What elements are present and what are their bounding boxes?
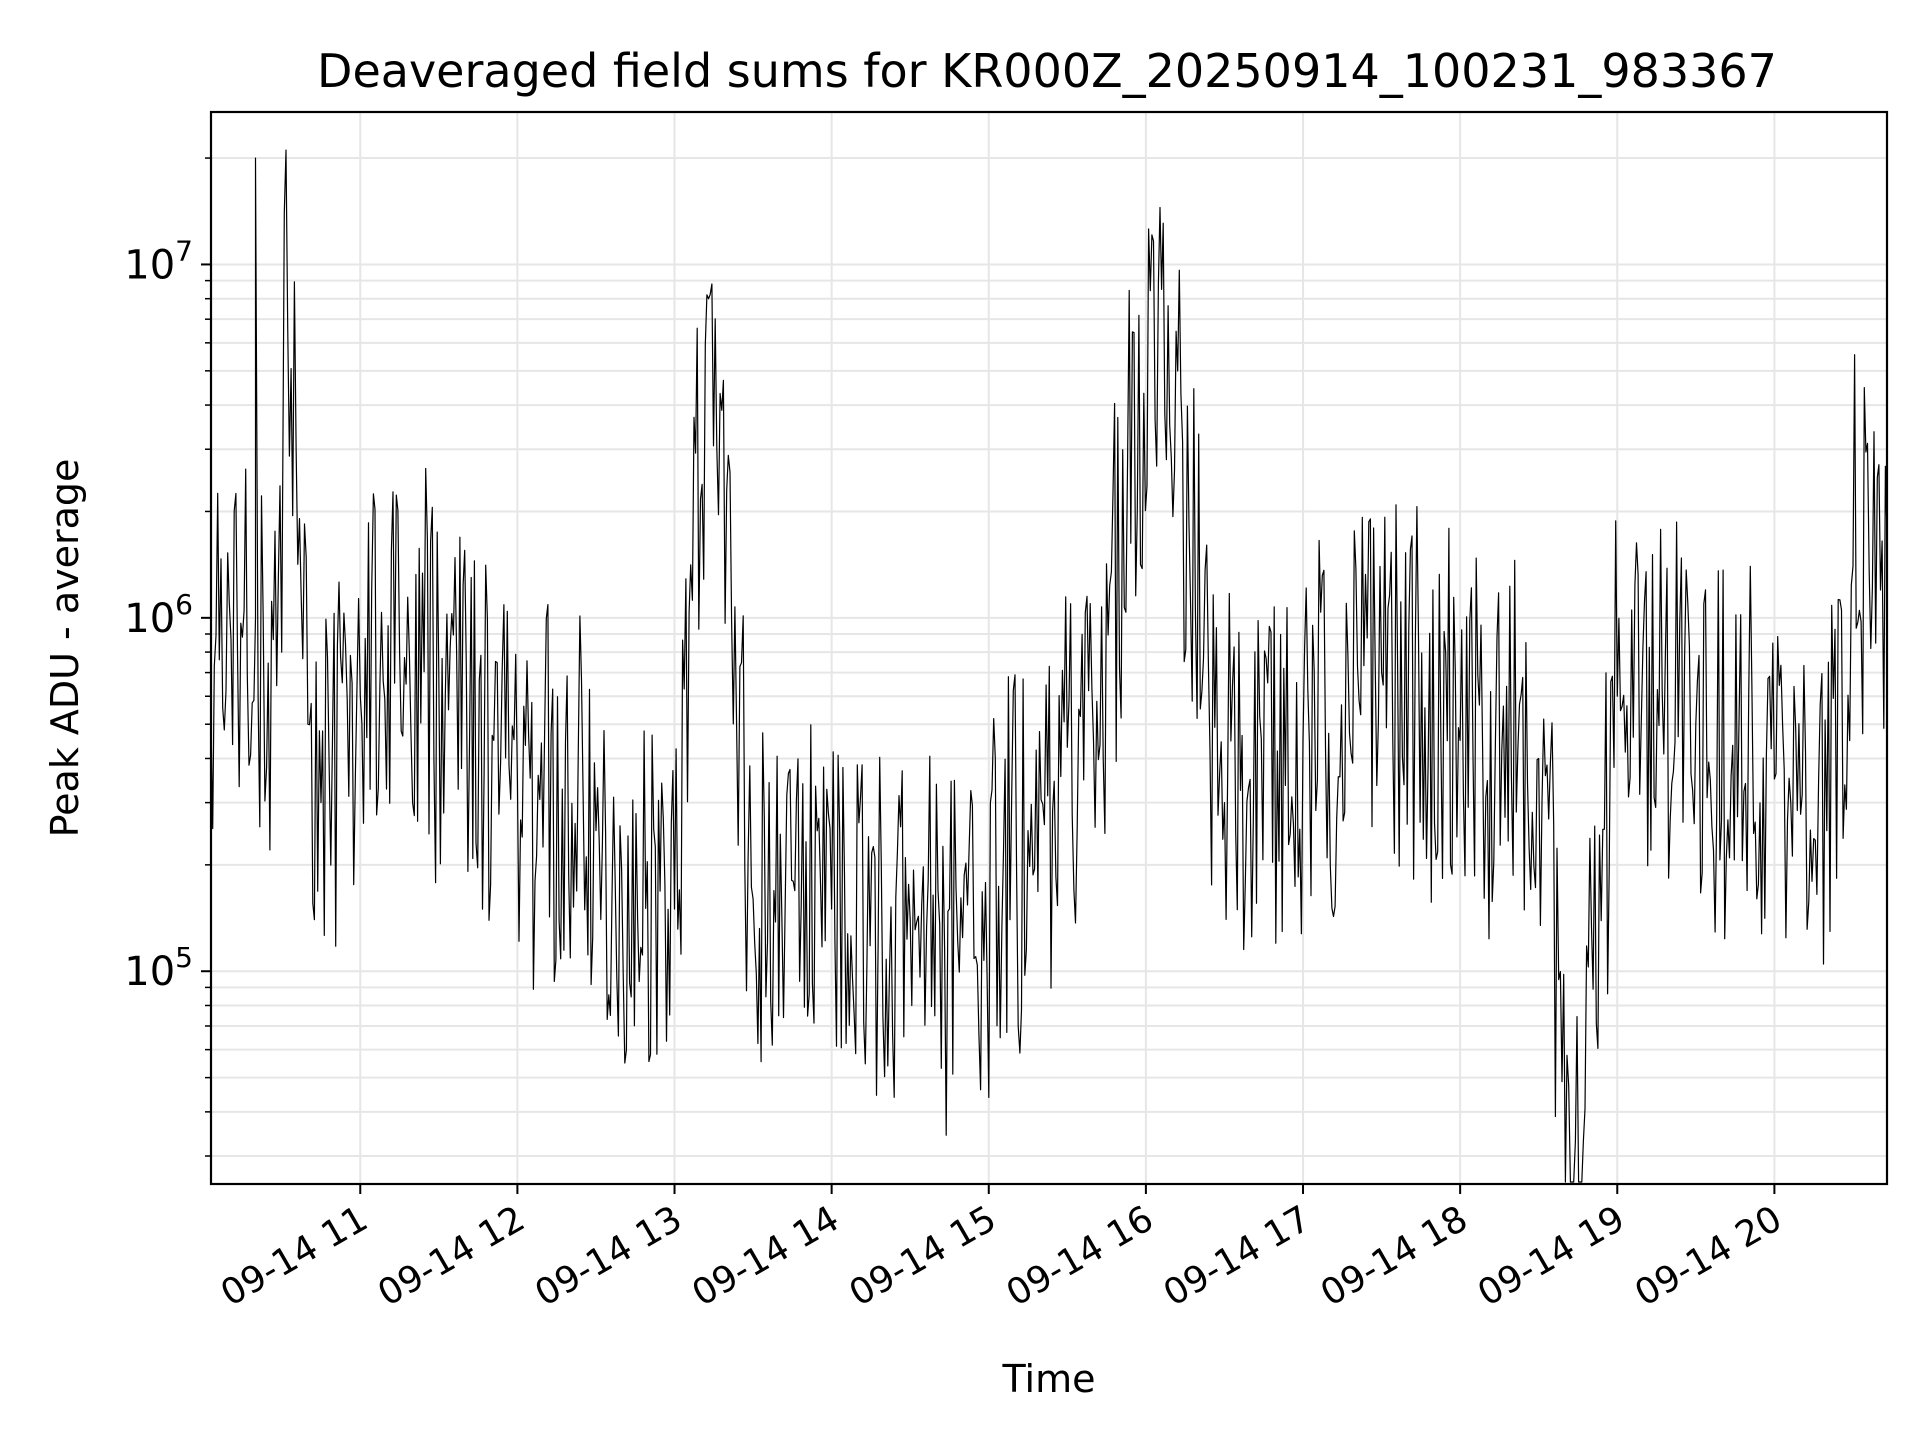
y-axis: 105 106 107 <box>124 157 211 1157</box>
series-line <box>210 149 1888 1183</box>
chart-title: Deaveraged field sums for KR000Z_2025091… <box>317 44 1777 98</box>
series-layer <box>210 149 1888 1183</box>
y-tick-label: 107 <box>124 234 193 288</box>
y-tick-label: 105 <box>124 941 193 995</box>
y-axis-label: Peak ADU - average <box>43 459 87 838</box>
y-tick-label: 106 <box>124 588 193 642</box>
x-axis-label: Time <box>1002 1357 1096 1401</box>
plot-frame <box>209 110 1889 1186</box>
